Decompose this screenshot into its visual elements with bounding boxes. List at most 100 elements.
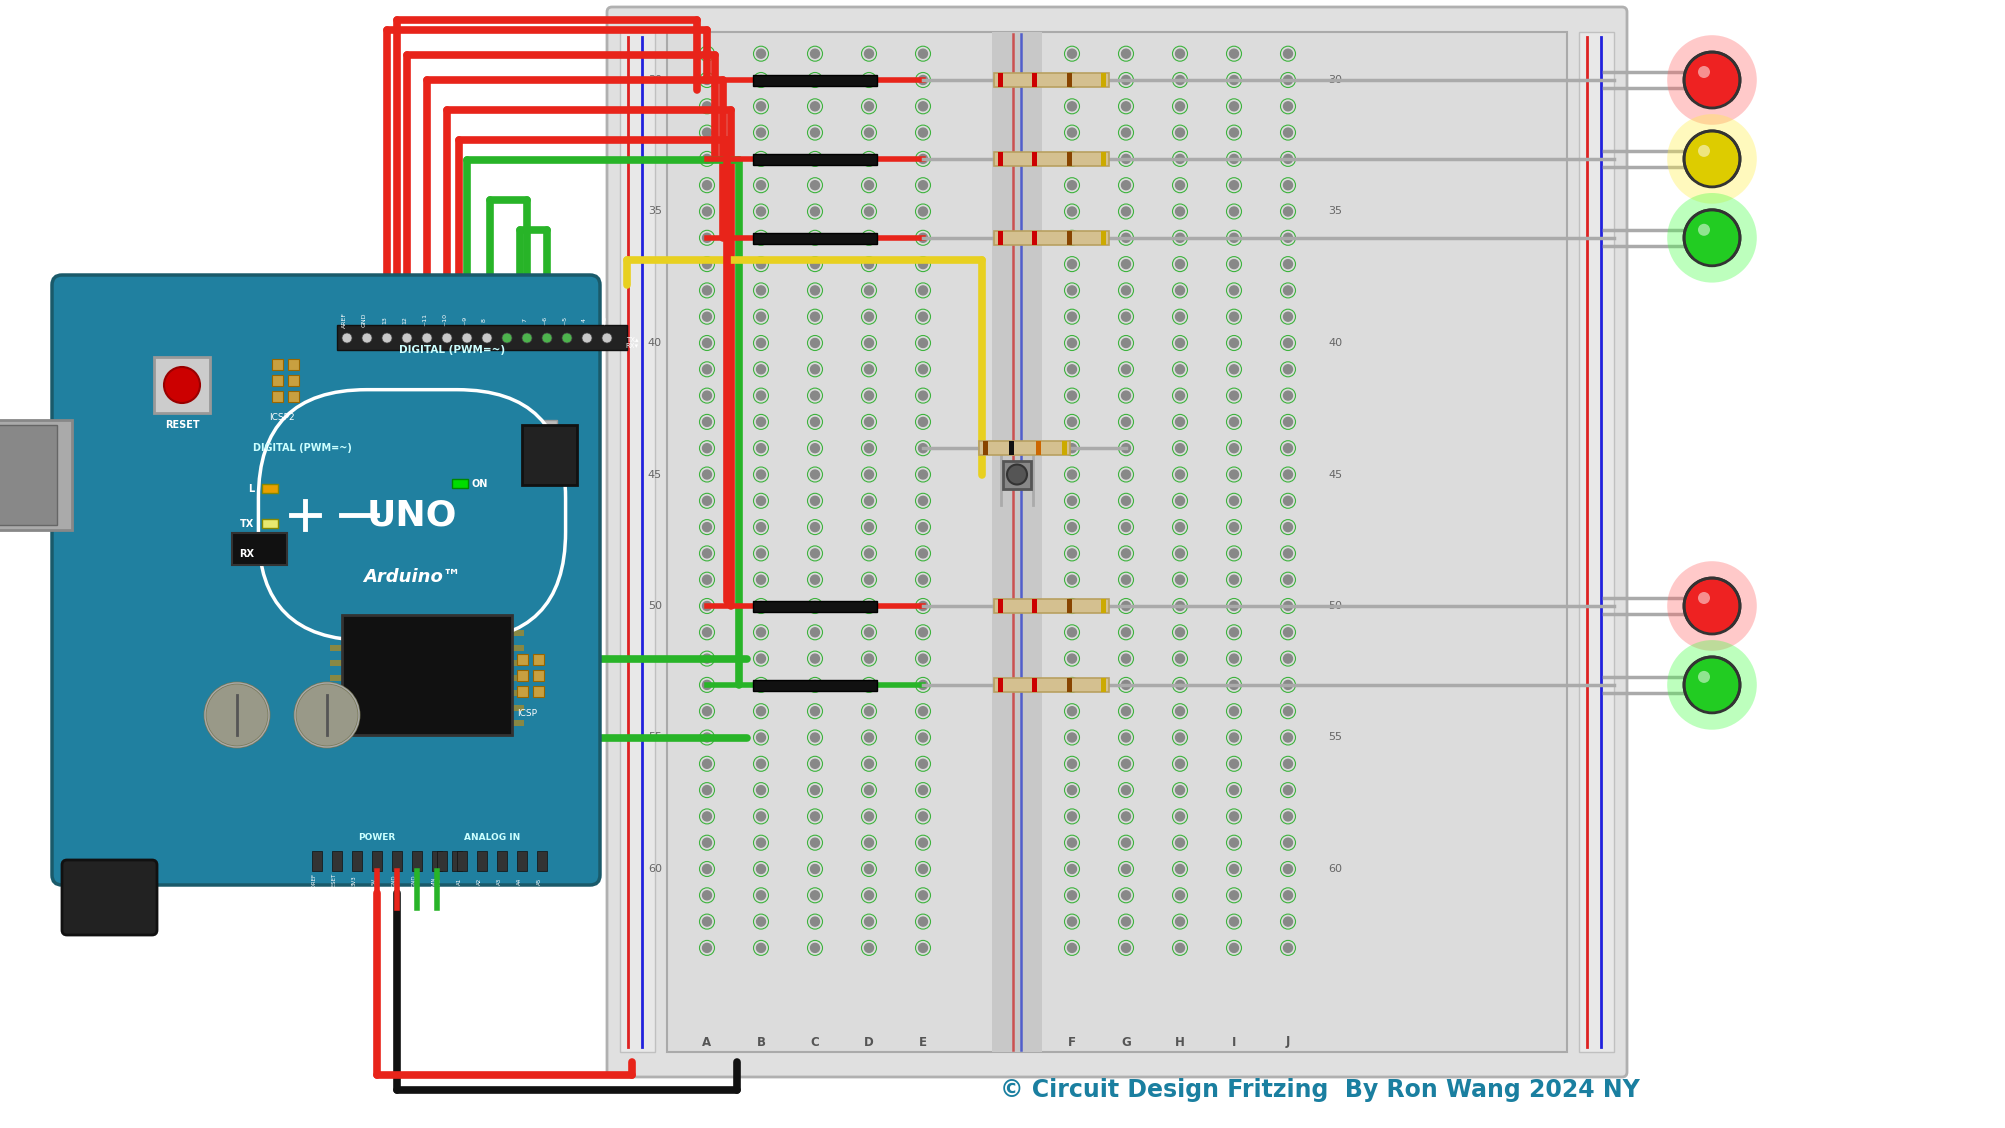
Circle shape: [864, 891, 874, 900]
Circle shape: [810, 759, 820, 768]
Circle shape: [702, 891, 712, 900]
Circle shape: [1229, 417, 1239, 426]
FancyBboxPatch shape: [52, 275, 599, 885]
Bar: [533, 670, 543, 681]
Circle shape: [1283, 943, 1293, 952]
Circle shape: [1175, 102, 1185, 111]
Bar: [331, 720, 343, 726]
Circle shape: [1067, 102, 1077, 111]
Circle shape: [810, 443, 820, 452]
Circle shape: [918, 759, 928, 768]
Bar: [517, 654, 527, 666]
Circle shape: [756, 312, 766, 321]
Circle shape: [1067, 785, 1077, 794]
Circle shape: [702, 838, 712, 847]
Circle shape: [864, 180, 874, 190]
Circle shape: [1684, 131, 1740, 187]
Circle shape: [1067, 707, 1077, 715]
Circle shape: [1121, 496, 1131, 505]
Circle shape: [343, 333, 353, 343]
Circle shape: [1283, 891, 1293, 900]
Circle shape: [1175, 812, 1185, 821]
Bar: [754, 232, 876, 244]
Bar: [994, 678, 1109, 691]
Circle shape: [864, 50, 874, 59]
Circle shape: [1283, 654, 1293, 663]
Circle shape: [1283, 180, 1293, 190]
Bar: [541, 420, 557, 455]
Circle shape: [810, 917, 820, 926]
Circle shape: [1283, 312, 1293, 321]
Circle shape: [864, 391, 874, 400]
Bar: [1033, 152, 1037, 166]
Circle shape: [1121, 864, 1131, 873]
Text: D: D: [864, 1036, 874, 1049]
Circle shape: [1283, 155, 1293, 164]
Bar: [998, 231, 1002, 245]
Circle shape: [702, 391, 712, 400]
Circle shape: [864, 943, 874, 952]
Text: RX: RX: [239, 549, 255, 559]
Bar: [1067, 73, 1073, 87]
Circle shape: [1121, 838, 1131, 847]
Circle shape: [1283, 208, 1293, 215]
Circle shape: [1121, 417, 1131, 426]
Bar: [1009, 441, 1015, 456]
Circle shape: [1175, 628, 1185, 637]
Circle shape: [1283, 917, 1293, 926]
Text: 7: 7: [521, 318, 527, 321]
Circle shape: [363, 333, 373, 343]
Circle shape: [810, 864, 820, 873]
Bar: [754, 601, 876, 613]
Circle shape: [1175, 891, 1185, 900]
Bar: [1033, 231, 1037, 245]
Circle shape: [1121, 233, 1131, 243]
Circle shape: [756, 759, 766, 768]
Circle shape: [421, 333, 431, 343]
Bar: [393, 851, 401, 871]
Text: 8: 8: [481, 318, 487, 321]
Circle shape: [1175, 707, 1185, 715]
Circle shape: [702, 259, 712, 268]
Circle shape: [918, 417, 928, 426]
Text: A3: A3: [497, 878, 501, 884]
Circle shape: [1175, 50, 1185, 59]
Circle shape: [864, 102, 874, 111]
Bar: [1037, 441, 1041, 456]
Circle shape: [1067, 417, 1077, 426]
Text: A2: A2: [477, 878, 481, 884]
Circle shape: [1175, 496, 1185, 505]
Text: 50: 50: [648, 601, 662, 611]
Circle shape: [1121, 785, 1131, 794]
Bar: [511, 705, 523, 711]
Bar: [457, 851, 467, 871]
Circle shape: [1067, 891, 1077, 900]
Text: ~5: ~5: [561, 316, 567, 325]
Text: B: B: [756, 1036, 766, 1049]
Circle shape: [1067, 364, 1077, 373]
Circle shape: [1067, 917, 1077, 926]
Circle shape: [1283, 549, 1293, 558]
Circle shape: [918, 680, 928, 689]
Circle shape: [864, 812, 874, 821]
Circle shape: [864, 680, 874, 689]
Circle shape: [1283, 575, 1293, 584]
Circle shape: [702, 628, 712, 637]
Circle shape: [918, 155, 928, 164]
Circle shape: [810, 338, 820, 347]
Bar: [1067, 152, 1073, 166]
Circle shape: [1283, 470, 1293, 479]
Circle shape: [864, 838, 874, 847]
Circle shape: [1067, 628, 1077, 637]
Text: 55: 55: [648, 732, 662, 742]
Bar: [337, 325, 628, 350]
Circle shape: [918, 180, 928, 190]
Bar: [521, 425, 577, 485]
Circle shape: [1067, 654, 1077, 663]
Circle shape: [1175, 470, 1185, 479]
Circle shape: [1121, 102, 1131, 111]
Circle shape: [441, 333, 451, 343]
Circle shape: [810, 733, 820, 742]
Bar: [313, 851, 323, 871]
Circle shape: [918, 285, 928, 294]
